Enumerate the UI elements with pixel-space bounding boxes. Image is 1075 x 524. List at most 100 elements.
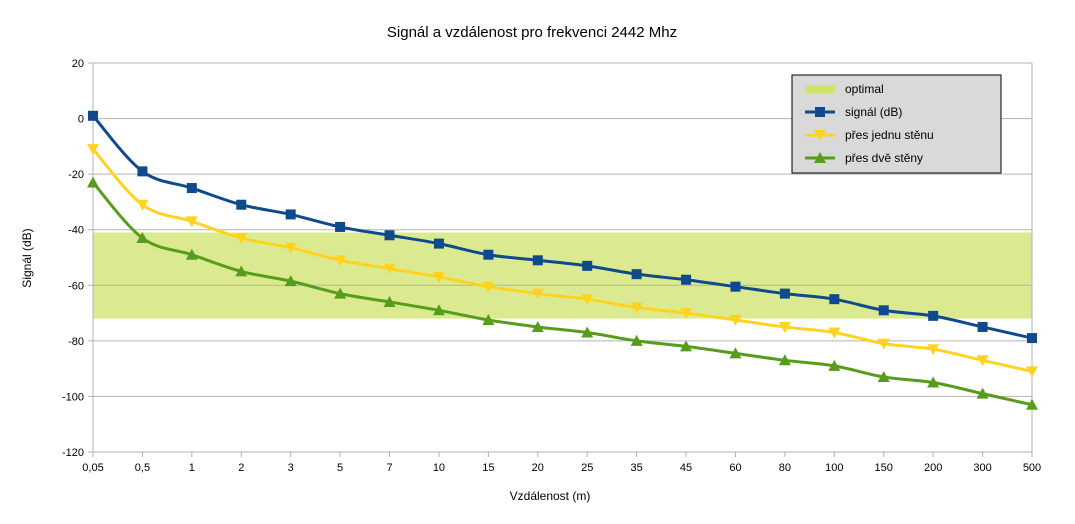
- y-tick-label: -80: [68, 336, 84, 348]
- data-point: [630, 334, 643, 346]
- data-point: [878, 305, 889, 316]
- data-point: [482, 281, 495, 293]
- data-point: [532, 255, 543, 266]
- x-tick-label: 3: [288, 462, 294, 474]
- y-tick-label: -100: [62, 391, 84, 403]
- series-1: [87, 144, 1038, 378]
- legend-label: přes jednu stěnu: [845, 128, 934, 142]
- data-point: [236, 199, 247, 210]
- optimal-band: [93, 232, 1032, 319]
- data-point: [383, 263, 396, 275]
- data-point: [828, 327, 841, 339]
- y-tick-label: -60: [68, 280, 84, 292]
- x-tick-label: 60: [729, 462, 741, 474]
- legend-label: přes dvě stěny: [845, 151, 923, 165]
- x-tick-label: 7: [386, 462, 392, 474]
- data-point: [483, 249, 494, 260]
- data-point: [284, 242, 297, 254]
- data-point: [778, 321, 791, 333]
- data-point: [137, 166, 148, 177]
- x-tick-label: 1: [189, 462, 195, 474]
- data-point: [976, 355, 989, 367]
- series-2: [87, 176, 1038, 410]
- data-point: [384, 230, 395, 241]
- y-tick-label: -120: [62, 447, 84, 459]
- x-tick-label: 45: [680, 462, 692, 474]
- y-tick-label: 20: [72, 58, 84, 70]
- data-point: [928, 310, 939, 321]
- data-point: [1026, 398, 1038, 410]
- x-tick-label: 500: [1023, 462, 1041, 474]
- x-axis-ticks: 0,05 0,5 1 2 3 5 7 10 15 20 25 35 45 60 80 100 150 200 300…: [82, 452, 1041, 474]
- data-point: [1026, 366, 1038, 378]
- data-point: [927, 344, 940, 356]
- data-point: [432, 271, 445, 283]
- y-tick-label: -20: [68, 169, 84, 181]
- data-point: [582, 260, 593, 271]
- data-point: [334, 255, 347, 267]
- legend-label: signál (dB): [845, 105, 902, 119]
- x-tick-label: 2: [238, 462, 244, 474]
- data-point: [335, 221, 346, 232]
- data-point: [136, 199, 149, 211]
- data-point: [630, 302, 643, 314]
- data-point: [730, 281, 741, 292]
- data-point: [87, 144, 99, 156]
- x-tick-label: 150: [875, 462, 893, 474]
- data-point: [729, 347, 742, 359]
- data-point: [531, 320, 544, 332]
- legend-marker: [814, 152, 826, 163]
- data-point: [433, 238, 444, 249]
- x-axis-label: Vzdálenost (m): [510, 489, 591, 503]
- data-point: [383, 295, 396, 307]
- data-point: [680, 308, 693, 320]
- x-tick-label: 35: [631, 462, 643, 474]
- data-point: [729, 315, 742, 327]
- data-point: [136, 232, 149, 244]
- data-point: [877, 338, 890, 350]
- data-point: [976, 387, 989, 399]
- data-point: [186, 183, 197, 194]
- y-axis-ticks: 20 0 -20 -40 -60 -80 -100 -120: [62, 58, 84, 459]
- x-tick-label: 80: [779, 462, 791, 474]
- x-tick-label: 5: [337, 462, 343, 474]
- data-point: [631, 269, 642, 280]
- x-tick-label: 0,5: [135, 462, 150, 474]
- series-group: [87, 110, 1038, 410]
- legend-label-optimal: optimal: [845, 82, 884, 96]
- x-tick-label: 15: [482, 462, 494, 474]
- data-point: [778, 354, 791, 366]
- data-point: [828, 359, 841, 371]
- y-axis-label: Signál (dB): [20, 228, 34, 287]
- data-point: [681, 274, 692, 285]
- y-tick-label: -40: [68, 225, 84, 237]
- x-tick-label: 300: [973, 462, 991, 474]
- data-point: [927, 376, 940, 388]
- series-0: [88, 110, 1037, 344]
- data-point: [829, 294, 840, 305]
- data-point: [531, 288, 544, 300]
- x-tick-label: 200: [924, 462, 942, 474]
- axes: [92, 63, 1033, 452]
- data-point: [235, 233, 248, 245]
- data-point: [1027, 333, 1037, 344]
- legend-swatch-optimal: [805, 85, 835, 93]
- legend: optimal signál (dB) přes jednu stěnu přes d…: [791, 74, 1002, 174]
- x-tick-label: 100: [825, 462, 843, 474]
- data-point: [87, 176, 99, 188]
- x-tick-label: 25: [581, 462, 593, 474]
- legend-marker: [814, 130, 826, 141]
- data-point: [285, 209, 296, 220]
- data-point: [877, 370, 890, 382]
- data-point: [284, 275, 297, 287]
- grid: [88, 62, 1032, 453]
- data-point: [581, 294, 594, 306]
- data-point: [88, 110, 98, 121]
- x-tick-label: 20: [532, 462, 544, 474]
- data-point: [680, 340, 693, 352]
- x-tick-label: 10: [433, 462, 445, 474]
- data-point: [185, 216, 198, 228]
- x-tick-label: 0,05: [82, 462, 103, 474]
- data-point: [334, 287, 347, 299]
